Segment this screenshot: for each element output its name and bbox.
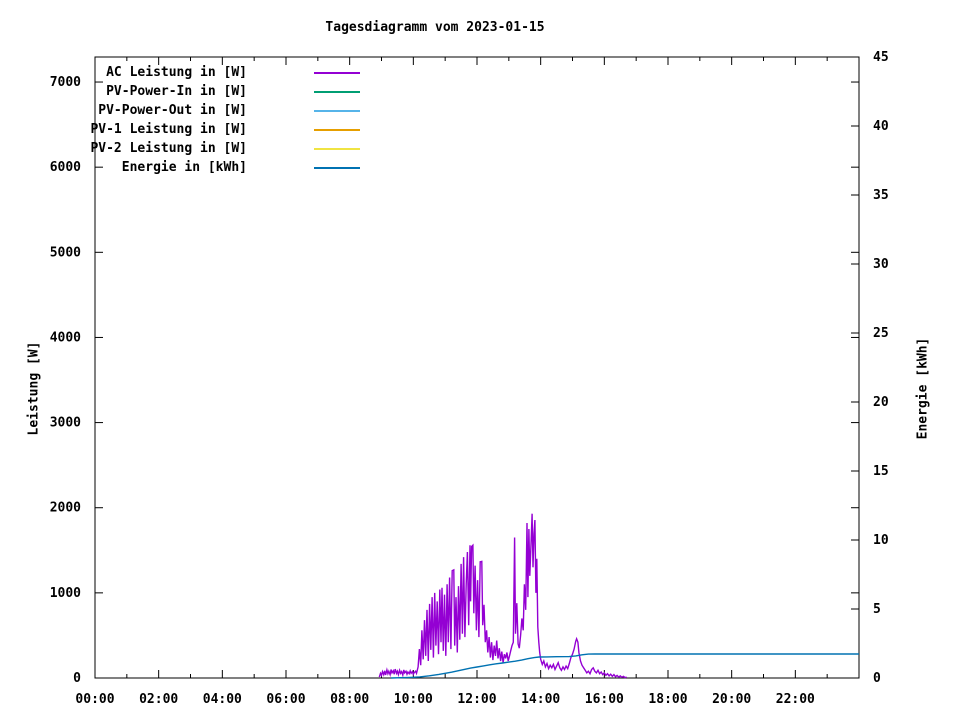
svg-text:25: 25	[873, 326, 889, 341]
svg-text:0: 0	[73, 671, 81, 686]
svg-text:08:00: 08:00	[330, 692, 369, 707]
svg-text:30: 30	[873, 257, 889, 272]
legend-item-label: AC Leistung in [W]	[106, 65, 247, 80]
chart-title: Tagesdiagramm vom 2023-01-15	[325, 20, 545, 35]
svg-text:04:00: 04:00	[203, 692, 242, 707]
svg-text:7000: 7000	[50, 75, 81, 90]
svg-text:14:00: 14:00	[521, 692, 560, 707]
legend-item-label: PV-Power-Out in [W]	[98, 103, 247, 118]
legend-item: PV-Power-Out in [W]	[0, 101, 400, 120]
svg-text:35: 35	[873, 188, 889, 203]
svg-text:22:00: 22:00	[776, 692, 815, 707]
legend-line-sample	[314, 167, 360, 169]
legend-item: PV-2 Leistung in [W]	[0, 139, 400, 158]
legend-item: PV-Power-In in [W]	[0, 82, 400, 101]
legend-line-sample	[314, 148, 360, 150]
legend-item: AC Leistung in [W]	[0, 63, 400, 82]
svg-text:10: 10	[873, 533, 889, 548]
svg-text:2000: 2000	[50, 501, 81, 516]
svg-text:18:00: 18:00	[648, 692, 687, 707]
legend-item: Energie in [kWh]	[0, 158, 400, 177]
series-ac-leistung-in-w-	[378, 513, 627, 679]
legend-item-label: Energie in [kWh]	[121, 160, 247, 175]
svg-text:4000: 4000	[50, 330, 81, 345]
svg-text:02:00: 02:00	[139, 692, 178, 707]
legend-item-label: PV-Power-In in [W]	[106, 84, 247, 99]
svg-text:16:00: 16:00	[585, 692, 624, 707]
legend-item-label: PV-1 Leistung in [W]	[90, 122, 247, 137]
legend-item-label: PV-2 Leistung in [W]	[90, 141, 247, 156]
svg-text:5: 5	[873, 602, 881, 617]
svg-text:40: 40	[873, 119, 889, 134]
svg-text:1000: 1000	[50, 586, 81, 601]
series-energie-in-kwh-	[391, 653, 859, 679]
svg-text:0: 0	[873, 671, 881, 686]
svg-text:3000: 3000	[50, 416, 81, 431]
legend-line-sample	[314, 72, 360, 74]
svg-text:20: 20	[873, 395, 889, 410]
legend-line-sample	[314, 91, 360, 93]
svg-text:15: 15	[873, 464, 889, 479]
svg-text:20:00: 20:00	[712, 692, 751, 707]
svg-text:5000: 5000	[50, 245, 81, 260]
svg-text:6000: 6000	[50, 160, 81, 175]
svg-text:10:00: 10:00	[394, 692, 433, 707]
legend-line-sample	[314, 129, 360, 131]
svg-text:06:00: 06:00	[266, 692, 305, 707]
svg-text:45: 45	[873, 50, 889, 65]
legend-line-sample	[314, 110, 360, 112]
svg-text:00:00: 00:00	[75, 692, 114, 707]
legend-item: PV-1 Leistung in [W]	[0, 120, 400, 139]
svg-text:12:00: 12:00	[457, 692, 496, 707]
